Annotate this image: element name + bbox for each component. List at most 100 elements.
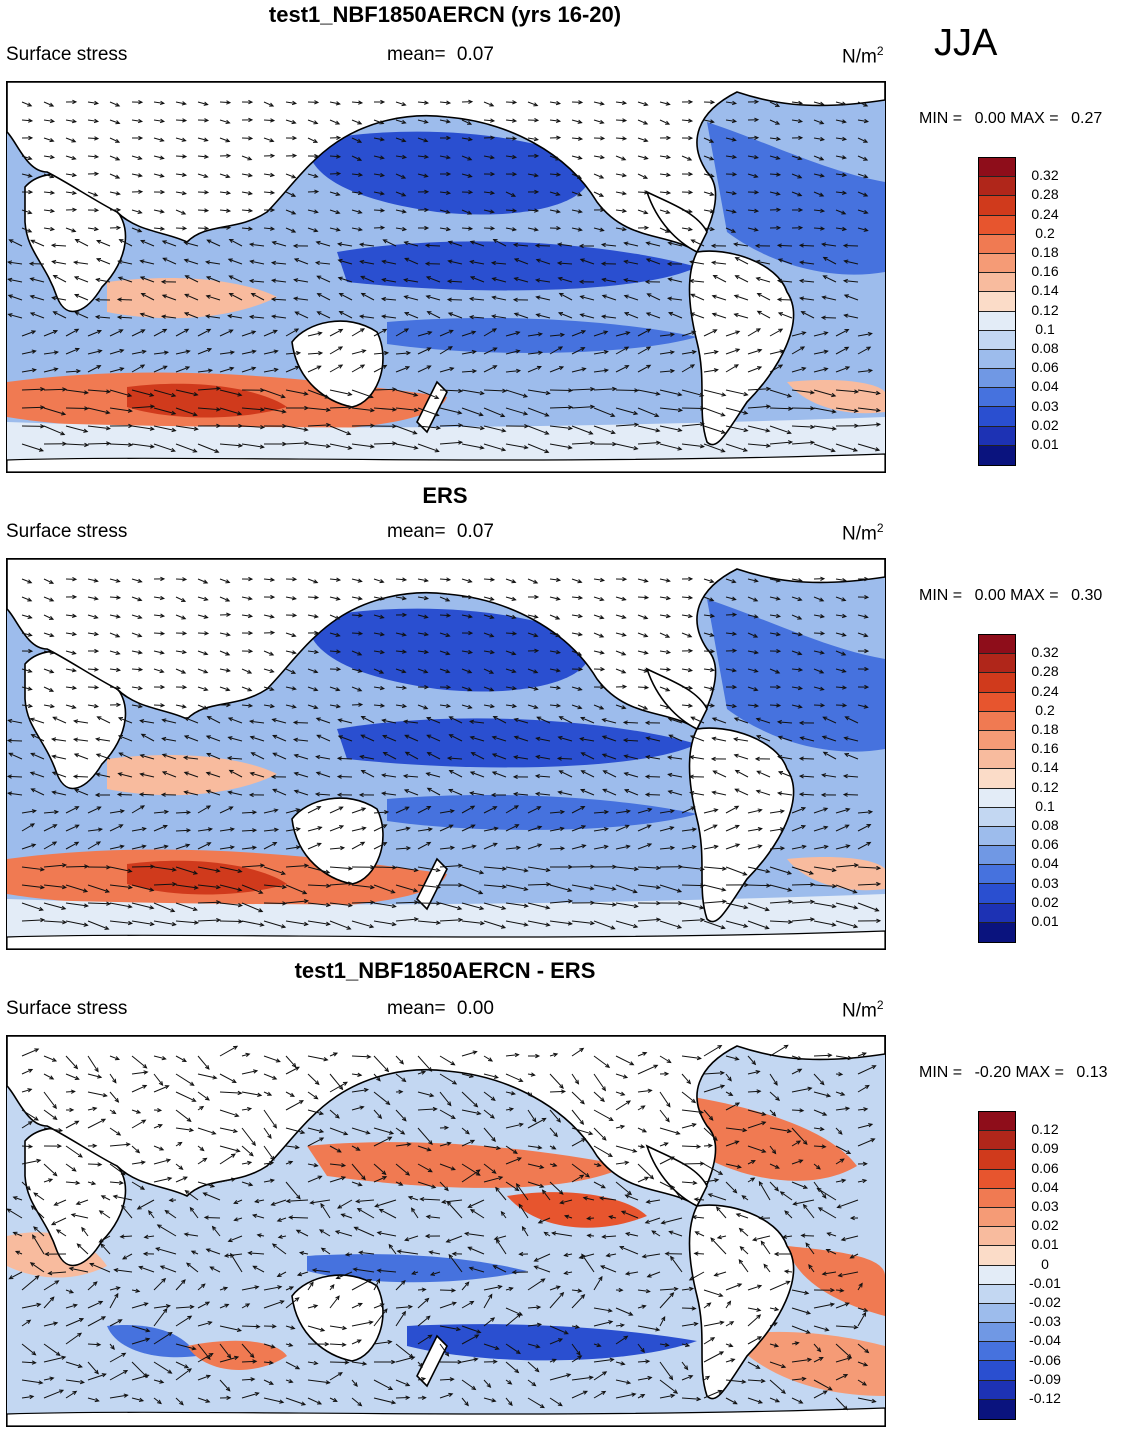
stress-vector-head — [258, 889, 264, 894]
stress-vector — [52, 755, 67, 760]
stress-vector-head — [798, 720, 804, 726]
stress-vector-head — [582, 1196, 588, 1201]
stress-vector-head — [150, 404, 156, 409]
stress-vector-head — [692, 1180, 698, 1186]
stress-vector — [338, 243, 353, 247]
stress-vector-head — [72, 260, 79, 265]
panel-1-map-svg — [7, 82, 885, 472]
stress-vector — [197, 387, 220, 391]
stress-vector — [791, 845, 806, 850]
stress-vector — [395, 352, 410, 355]
stress-vector — [637, 119, 648, 125]
stress-vector — [65, 884, 88, 892]
stress-vector — [769, 1379, 786, 1394]
stress-vector-head — [38, 906, 44, 912]
stress-vector — [681, 596, 693, 599]
stress-vector-head — [159, 1379, 165, 1384]
stress-vector — [703, 845, 718, 850]
stress-vector — [31, 788, 45, 796]
stress-vector — [131, 920, 154, 925]
stress-vector — [65, 1361, 82, 1368]
stress-vector — [602, 315, 617, 319]
stress-vector-head — [464, 1401, 469, 1407]
stress-vector-head — [413, 407, 420, 413]
stress-vector — [21, 1068, 33, 1075]
stress-vector — [75, 239, 89, 247]
stress-vector — [109, 1163, 126, 1176]
stress-vector — [395, 155, 406, 158]
stress-vector — [8, 278, 23, 283]
stress-vector-head — [303, 921, 309, 927]
stress-vector — [118, 277, 133, 283]
stress-vector-head — [452, 1080, 458, 1085]
stress-vector-head — [117, 259, 123, 264]
stress-vector — [131, 350, 146, 355]
stress-vector-head — [544, 412, 550, 417]
stress-vector-head — [667, 277, 673, 282]
stress-vector-head — [380, 296, 386, 302]
stress-vector-head — [511, 227, 517, 232]
stress-vector-head — [316, 1400, 323, 1405]
stress-vector — [109, 101, 120, 107]
stress-vector-head — [866, 823, 872, 829]
stress-vector-head — [820, 792, 826, 798]
colorbar-tick-label: -0.06 — [1029, 1351, 1061, 1368]
stress-vector — [426, 1215, 441, 1219]
stress-vector-head — [73, 753, 79, 758]
stress-vector — [351, 137, 362, 143]
stress-vector — [417, 1298, 429, 1309]
stress-vector — [74, 294, 89, 301]
stress-vector-head — [359, 259, 365, 265]
stress-vector-head — [608, 1215, 614, 1220]
stress-vector-head — [690, 239, 696, 244]
stress-vector — [813, 826, 828, 832]
stress-vector — [21, 632, 32, 636]
stress-vector — [96, 240, 111, 247]
stress-vector — [197, 866, 220, 872]
stress-vector-head — [206, 239, 212, 244]
stress-vector — [549, 173, 561, 176]
antarctica-outline — [7, 1407, 885, 1426]
stress-vector-head — [760, 1240, 766, 1246]
stress-vector — [835, 1325, 858, 1328]
stress-vector-head — [580, 770, 586, 775]
stress-vector-head — [515, 349, 521, 354]
stress-vector-head — [404, 751, 410, 756]
stress-vector — [725, 902, 748, 909]
stress-vector-head — [159, 1146, 165, 1151]
stress-vector — [197, 1321, 212, 1327]
stress-vector-head — [205, 1374, 212, 1379]
stress-vector — [65, 824, 79, 832]
stress-vector — [769, 1343, 779, 1347]
panel-3-mean-value: 0.00 — [456, 998, 494, 1019]
stress-vector-head — [207, 368, 214, 373]
stress-vector — [703, 614, 714, 617]
stress-vector — [505, 119, 516, 122]
stress-vector-head — [816, 1187, 822, 1193]
stress-vector-head — [313, 579, 319, 584]
stress-vector — [857, 155, 868, 161]
stress-vector-head — [512, 297, 518, 302]
stress-vector-head — [536, 716, 542, 721]
stress-vector-head — [580, 1099, 585, 1105]
stress-vector-head — [61, 411, 67, 416]
stress-vector-head — [709, 156, 715, 161]
stress-vector — [593, 845, 608, 850]
stress-vector — [439, 407, 462, 414]
stress-vector-head — [621, 173, 627, 178]
stress-vector — [549, 1090, 565, 1093]
stress-vector-head — [733, 717, 739, 722]
stress-vector — [439, 367, 454, 373]
stress-vector-head — [533, 669, 539, 674]
stress-vector — [659, 1343, 669, 1346]
stress-vector-head — [798, 667, 804, 672]
stress-vector — [448, 789, 463, 796]
stress-vector — [593, 1371, 607, 1381]
stress-vector-head — [68, 1289, 75, 1294]
stress-vector-head — [320, 1327, 326, 1332]
stress-vector — [21, 866, 44, 871]
land-outline — [645, 1144, 708, 1208]
stress-vector — [162, 719, 177, 724]
stress-vector — [527, 366, 542, 373]
stress-vector-head — [227, 1238, 233, 1243]
